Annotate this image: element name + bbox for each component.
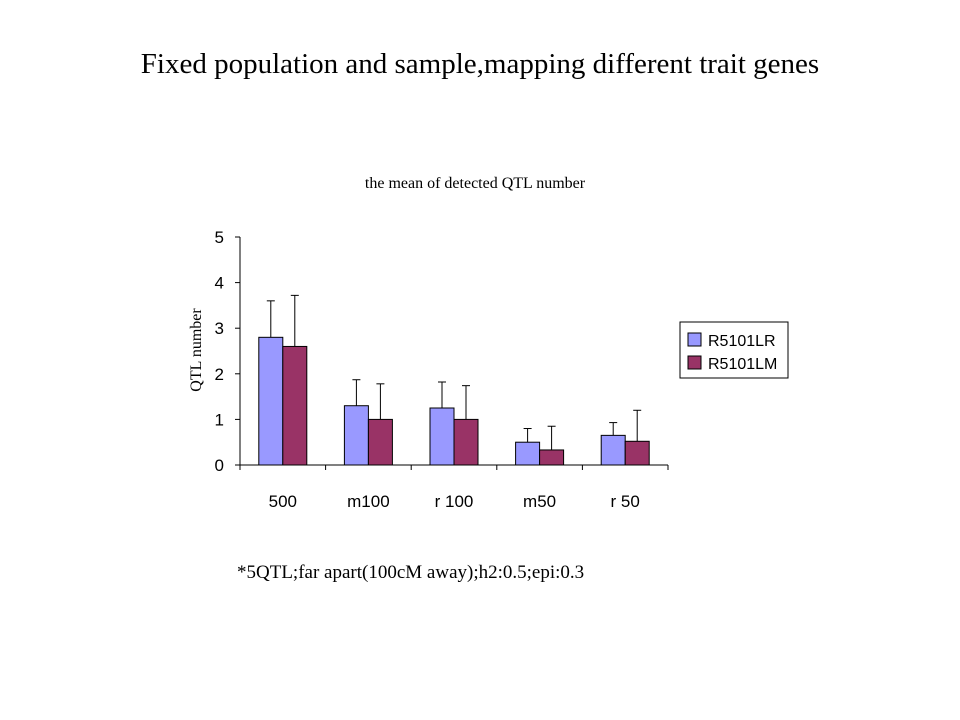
x-tick-label: 500 <box>269 492 297 511</box>
y-tick-label: 0 <box>215 456 224 475</box>
legend-swatch <box>687 332 702 347</box>
legend-label: R5101LR <box>708 333 776 350</box>
bar <box>258 336 284 466</box>
bar <box>600 434 626 466</box>
bar <box>429 407 455 466</box>
bar <box>624 440 650 466</box>
chart-title: the mean of detected QTL number <box>365 175 586 192</box>
bar <box>453 418 479 466</box>
y-axis-label: QTL number <box>188 308 205 392</box>
legend: R5101LR R5101LM <box>679 321 789 379</box>
x-tick-label: r 50 <box>611 492 640 511</box>
y-tick-label: 1 <box>215 410 224 429</box>
x-tick-label: r 100 <box>435 492 474 511</box>
x-tick-label: m100 <box>347 492 390 511</box>
bar <box>343 405 369 466</box>
slide-title: Fixed population and sample,mapping diff… <box>140 48 820 80</box>
bar <box>367 418 393 466</box>
y-tick-label: 4 <box>215 274 224 293</box>
bar <box>282 345 308 466</box>
bar <box>515 441 541 466</box>
y-tick-label: 5 <box>215 228 224 247</box>
legend-swatch <box>687 355 702 370</box>
y-tick-label: 2 <box>215 365 224 384</box>
x-tick-label: m50 <box>523 492 556 511</box>
footnote: *5QTL;far apart(100cM away);h2:0.5;epi:0… <box>237 562 585 583</box>
legend-label: R5101LM <box>708 356 777 373</box>
y-tick-label: 3 <box>215 319 224 338</box>
plot-area: 0 1 2 3 4 5 500 m100 r 100 m50 r 50 <box>215 228 669 511</box>
bar <box>539 449 565 466</box>
